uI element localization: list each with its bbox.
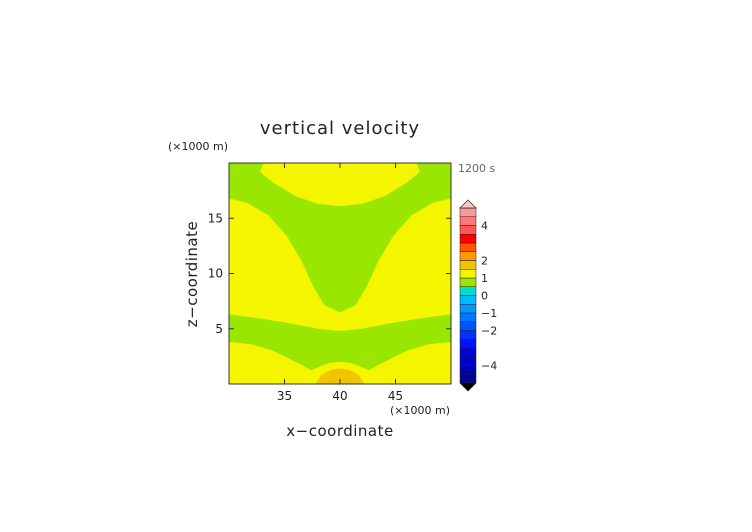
- colorbar-swatch: [459, 347, 477, 357]
- y-tick-label: 10: [208, 267, 223, 281]
- colorbar-swatch: [459, 321, 477, 331]
- colorbar-swatch: [459, 356, 477, 366]
- plot-area: [229, 163, 451, 384]
- colorbar-tick-label: 1: [481, 272, 488, 285]
- contour-region-pos0-3: [229, 342, 313, 384]
- colorbar-swatch: [459, 277, 477, 287]
- contour-region-pos0-1: [260, 163, 420, 207]
- x-axis-label: x−coordinate: [286, 422, 393, 440]
- colorbar-swatch: [459, 365, 477, 375]
- colorbar-over-arrow: [459, 199, 477, 209]
- y-tick-label: 5: [215, 322, 223, 336]
- chart-title: vertical velocity: [260, 118, 420, 139]
- y-tick-label: 15: [208, 211, 223, 225]
- colorbar-swatch: [459, 251, 477, 261]
- colorbar-tick-label: −4: [481, 360, 497, 373]
- contour-region-pos0-4: [367, 342, 451, 384]
- colorbar-swatch: [459, 225, 477, 235]
- colorbar-tick-label: 0: [481, 290, 488, 303]
- colorbar-swatch: [459, 330, 477, 340]
- colorbar-swatch: [459, 374, 477, 384]
- colorbar-swatch: [459, 207, 477, 217]
- y-unit-label: (×1000 m): [168, 140, 228, 153]
- colorbar-tick-label: −1: [481, 307, 497, 320]
- colorbar-tick-label: −2: [481, 325, 497, 338]
- time-label: 1200 s: [458, 162, 495, 175]
- x-tick-label: 35: [277, 389, 292, 403]
- axes: 35 40 45 5 10 15: [208, 162, 452, 403]
- colorbar-under-arrow: [459, 382, 477, 392]
- colorbar-swatch: [459, 312, 477, 322]
- colorbar-swatch: [459, 286, 477, 296]
- colorbar-swatch: [459, 242, 477, 252]
- contour-region-pos0-2: [229, 198, 451, 331]
- colorbar-swatch: [459, 234, 477, 244]
- colorbar-swatch: [459, 304, 477, 314]
- x-tick-label: 45: [388, 389, 403, 403]
- y-axis-label: z−coordinate: [183, 221, 201, 327]
- colorbar-tick-label: 4: [481, 220, 488, 233]
- contour-region-pos1-6: [315, 368, 365, 384]
- contour-region-neg0-0: [229, 163, 451, 384]
- colorbar-tick-label: 2: [481, 255, 488, 268]
- x-tick-label: 40: [332, 389, 347, 403]
- colorbar-swatch: [459, 339, 477, 349]
- colorbar: −4 −2 −1 0 1 2 4: [459, 199, 497, 392]
- colorbar-swatch: [459, 260, 477, 270]
- colorbar-swatch: [459, 269, 477, 279]
- x-unit-label: (×1000 m): [390, 404, 450, 417]
- colorbar-swatch: [459, 295, 477, 305]
- colorbar-swatch: [459, 216, 477, 226]
